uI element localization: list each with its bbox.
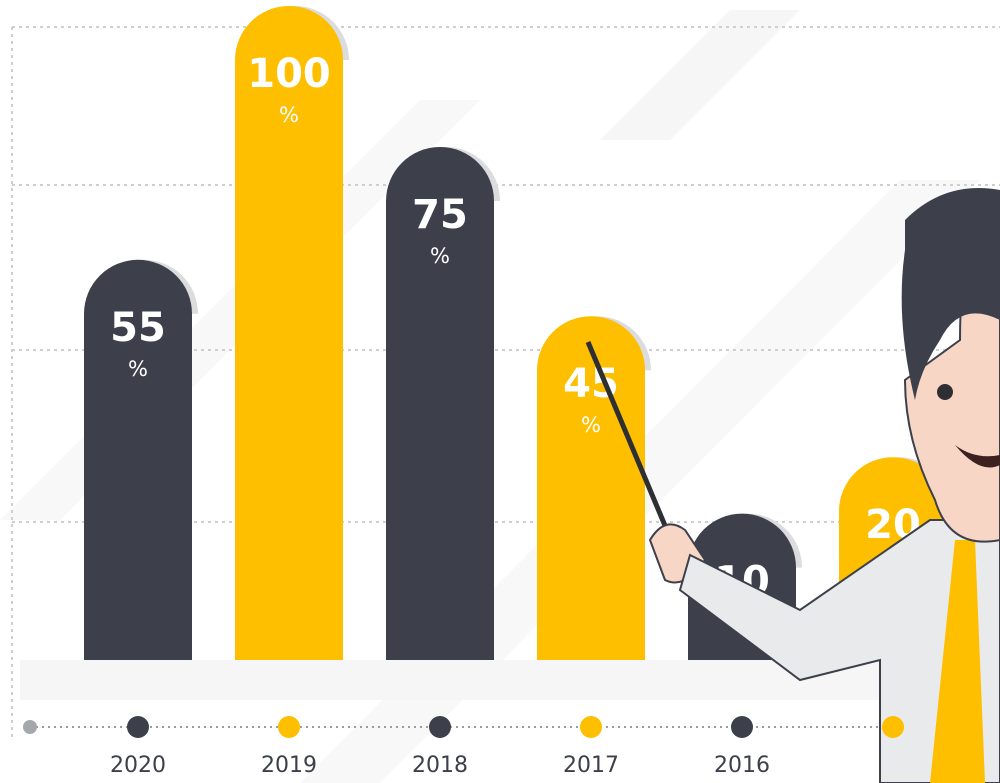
timeline-dot [882,716,904,738]
timeline-dot [580,716,602,738]
value-label: 75 [412,192,468,238]
value-unit: % [128,357,148,381]
x-tick-label: 2018 [412,753,468,778]
x-tick-label: 2016 [714,753,770,778]
timeline-dot [731,716,753,738]
value-label: 100 [247,51,331,97]
value-unit: % [279,103,299,127]
bar [386,147,494,660]
timeline-dot [127,716,149,738]
timeline-start [23,720,37,734]
bar [235,6,343,660]
bar [537,316,645,660]
x-tick-label: 2017 [563,753,619,778]
timeline-dot [429,716,451,738]
timeline-dot [278,716,300,738]
value-unit: % [581,413,601,437]
x-tick-label: 2019 [261,753,317,778]
presenter-illustration [585,188,1000,783]
value-label: 55 [110,305,166,351]
x-tick-label: 2020 [110,753,166,778]
value-unit: % [430,244,450,268]
bar [84,259,192,660]
